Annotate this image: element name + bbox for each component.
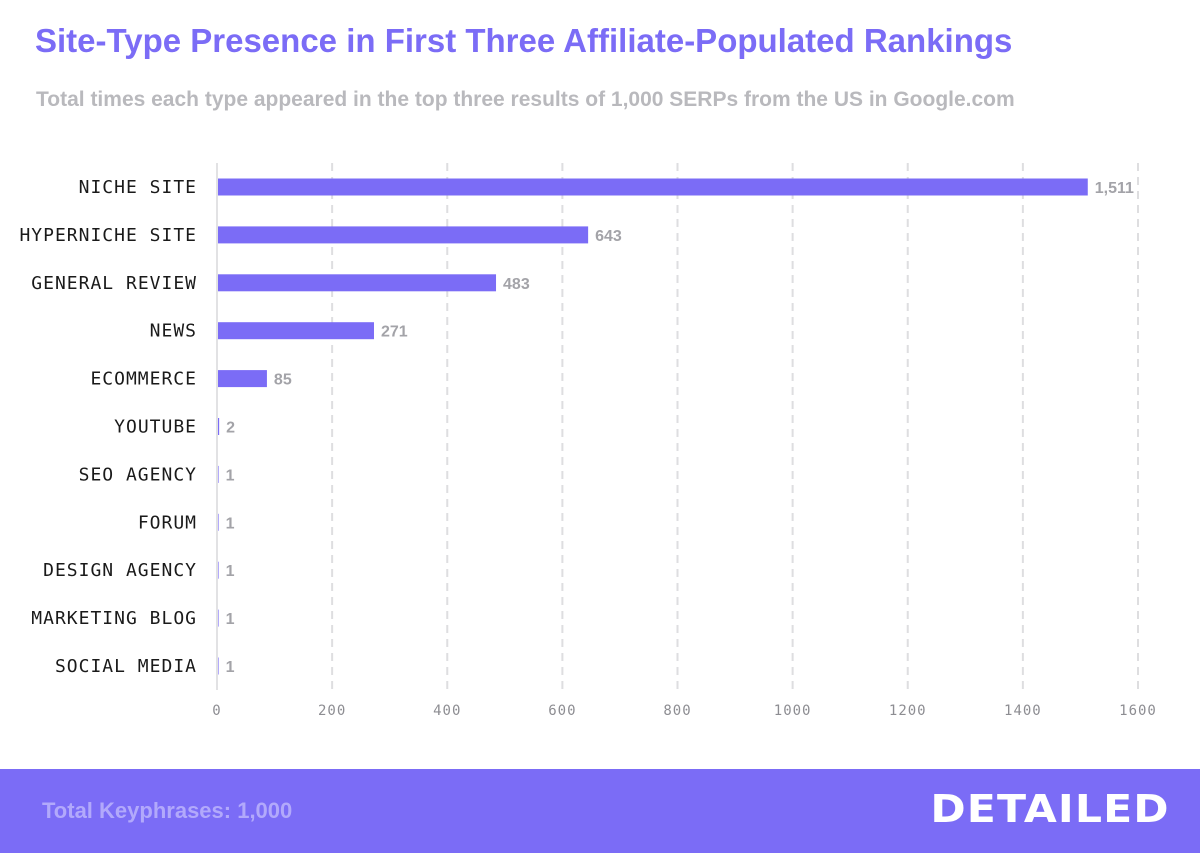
bar bbox=[218, 274, 497, 292]
data-label: 1 bbox=[226, 659, 235, 676]
bar bbox=[218, 465, 219, 483]
detailed-logo: DETAILED bbox=[930, 787, 1170, 831]
category-label: SEO AGENCY bbox=[79, 464, 197, 485]
bar bbox=[218, 226, 589, 244]
bar bbox=[218, 513, 219, 531]
bar-chart: 0 200 400 600 800 1000 1200 1400 1600 NICHE SITE 1… bbox=[19, 163, 1157, 719]
data-label: 483 bbox=[503, 276, 530, 293]
category-label: ECOMMERCE bbox=[90, 369, 197, 390]
data-label: 1 bbox=[226, 563, 235, 580]
bar bbox=[218, 370, 267, 388]
category-label: DESIGN AGENCY bbox=[43, 560, 197, 581]
x-tick-label: 200 bbox=[318, 703, 346, 719]
bar bbox=[218, 418, 220, 435]
category-label: NEWS bbox=[150, 321, 197, 342]
data-label: 271 bbox=[381, 324, 408, 341]
x-tick-label: 1400 bbox=[1004, 703, 1042, 719]
total-keyphrases-label: Total Keyphrases: 1,000 bbox=[42, 798, 293, 823]
bars bbox=[218, 178, 1088, 675]
data-label: 1,511 bbox=[1095, 180, 1134, 197]
bar bbox=[218, 609, 219, 627]
category-label: HYPERNICHE SITE bbox=[19, 225, 197, 246]
data-label: 1 bbox=[226, 515, 235, 532]
x-tick-label: 1200 bbox=[889, 703, 927, 719]
x-tick-label: 600 bbox=[548, 703, 576, 719]
x-tick-label: 400 bbox=[433, 703, 461, 719]
category-label: MARKETING BLOG bbox=[31, 608, 197, 629]
labels: 0 200 400 600 800 1000 1200 1400 1600 NICHE SITE 1… bbox=[19, 177, 1157, 719]
x-tick-label: 800 bbox=[663, 703, 691, 719]
x-tick-label: 1000 bbox=[774, 703, 812, 719]
data-label: 643 bbox=[595, 228, 622, 245]
bar bbox=[218, 561, 219, 579]
x-tick-label: 0 bbox=[212, 703, 221, 719]
chart-title: Site-Type Presence in First Three Affili… bbox=[35, 22, 1013, 59]
footer-bar: Total Keyphrases: 1,000 DETAILED bbox=[0, 769, 1200, 853]
bar bbox=[218, 657, 219, 675]
category-label: NICHE SITE bbox=[79, 177, 197, 198]
x-tick-label: 1600 bbox=[1119, 703, 1157, 719]
category-label: SOCIAL MEDIA bbox=[55, 656, 197, 677]
data-label: 1 bbox=[226, 467, 235, 484]
data-label: 85 bbox=[274, 372, 292, 389]
grid-lines bbox=[216, 163, 1139, 690]
bar bbox=[218, 322, 374, 340]
category-label: YOUTUBE bbox=[114, 417, 197, 438]
data-label: 1 bbox=[226, 611, 235, 628]
bar bbox=[218, 178, 1088, 196]
data-label: 2 bbox=[226, 420, 235, 437]
chart-subtitle: Total times each type appeared in the to… bbox=[36, 88, 1015, 111]
category-label: GENERAL REVIEW bbox=[31, 273, 197, 294]
category-label: FORUM bbox=[138, 512, 197, 533]
